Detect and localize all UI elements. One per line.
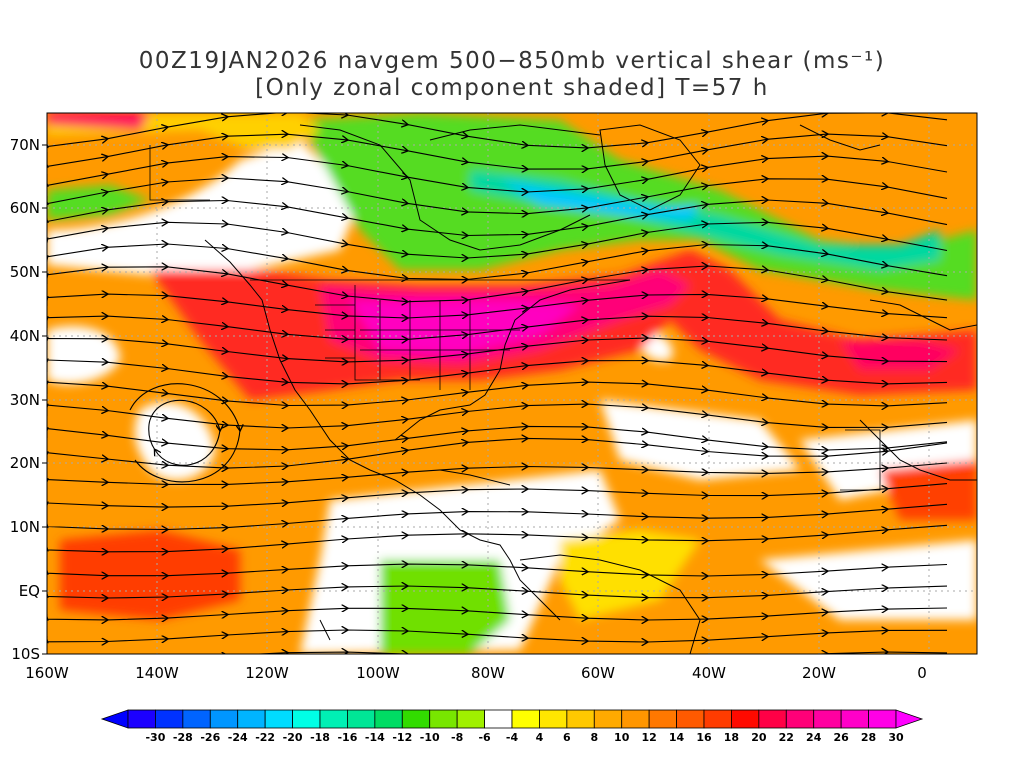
colorbar-label: 24 (806, 731, 822, 744)
colorbar-label: -28 (173, 731, 193, 744)
colorbar-swatch (182, 709, 211, 729)
colorbar-swatch (785, 709, 815, 729)
lon-label: 160W (25, 664, 69, 682)
colorbar-label: -24 (228, 731, 248, 744)
streamline (47, 462, 948, 484)
colorbar-label: -20 (283, 731, 303, 744)
colorbar-swatch (401, 709, 431, 729)
colorbar-swatch (292, 709, 321, 729)
lat-label: 70N (10, 136, 40, 154)
colorbar-label: 12 (641, 731, 656, 744)
colorbar-label: 6 (563, 731, 571, 744)
colorbar-label: 26 (833, 731, 849, 744)
colorbar-label: -26 (200, 731, 220, 744)
colorbar-label: -4 (506, 731, 519, 744)
streamline (47, 564, 948, 576)
colorbar-swatch (676, 709, 705, 729)
colorbar-label: -18 (310, 731, 330, 744)
colorbar-swatch (813, 709, 842, 729)
colorbar-swatch (264, 709, 293, 729)
colorbar-swatch (511, 709, 540, 729)
colorbar-label: 20 (751, 731, 767, 744)
lon-label: 40W (692, 664, 726, 682)
colorbar-swatch (155, 709, 184, 729)
lon-label: 140W (135, 664, 179, 682)
colorbar-label: 8 (590, 731, 598, 744)
streamline (148, 399, 220, 466)
streamline (47, 586, 948, 598)
streamline (129, 383, 240, 483)
colorbar-label: 14 (669, 731, 685, 744)
lat-label: 10N (10, 518, 40, 536)
colorbar-swatch (456, 709, 485, 729)
colorbar-label: 22 (779, 731, 794, 744)
map-title-line2: [Only zonal component shaded] T=57 h (255, 75, 769, 101)
lon-label: 120W (245, 664, 289, 682)
colorbar-label: -6 (478, 731, 491, 744)
colorbar-label: -22 (255, 731, 275, 744)
colorbar-label: 30 (888, 731, 904, 744)
colorbar-swatch (484, 709, 513, 729)
colorbar-label: -10 (420, 731, 440, 744)
latitude-labels: 70N 60N 50N 40N 30N 20N 10N EQ 10S (10, 136, 47, 663)
colorbar: -30 -28 -26 -24 -22 -20 -18 -16 -14 -12 -10 -8 -6 -4 4… (100, 709, 924, 744)
colorbar-label: 16 (696, 731, 712, 744)
colorbar-label: -14 (365, 731, 385, 744)
colorbar-swatch (209, 709, 239, 729)
lon-label: 0 (917, 664, 927, 682)
colorbar-swatch (429, 709, 458, 729)
colorbar-swatch (539, 709, 568, 729)
lat-label: 20N (10, 454, 40, 472)
lat-label: 50N (10, 263, 40, 281)
lat-label: 60N (10, 199, 40, 217)
lat-label: 30N (10, 391, 40, 409)
colorbar-label: -8 (451, 731, 463, 744)
colorbar-label: 28 (861, 731, 876, 744)
streamline (47, 608, 948, 620)
colorbar-label: -16 (337, 731, 357, 744)
streamline (47, 338, 948, 362)
colorbar-swatch (593, 709, 623, 729)
colorbar-swatch (374, 709, 403, 729)
streamline (47, 360, 948, 384)
colorbar-swatch (648, 709, 677, 729)
lon-label: 60W (581, 664, 615, 682)
colorbar-label: 4 (536, 731, 544, 744)
colorbar-swatch (347, 709, 376, 729)
colorbar-swatch (731, 709, 760, 729)
colorbar-label: 10 (614, 731, 630, 744)
colorbar-swatch (127, 709, 156, 729)
streamline (47, 382, 948, 406)
colorbar-swatch (621, 709, 650, 729)
colorbar-swatch (566, 709, 595, 729)
longitude-labels: 160W 140W 120W 100W 80W 60W 40W 20W 0 (25, 664, 927, 682)
streamline (47, 630, 948, 642)
colorbar-swatch (703, 709, 732, 729)
colorbar-label: -12 (392, 731, 412, 744)
colorbar-label: 18 (724, 731, 739, 744)
colorbar-swatch (840, 709, 869, 729)
streamline (47, 524, 948, 552)
map-frame (46, 112, 978, 655)
colorbar-over-triangle (895, 709, 924, 729)
streamlines (47, 113, 948, 654)
colorbar-under-triangle (100, 709, 129, 729)
colorbar-label: -30 (145, 731, 165, 744)
lon-label: 100W (356, 664, 400, 682)
colorbar-swatch (758, 709, 787, 729)
lat-label: 10S (11, 645, 40, 663)
colorbar-swatch (319, 709, 348, 729)
lon-label: 80W (471, 664, 505, 682)
shading-field (47, 113, 977, 654)
lon-label: 20W (802, 664, 836, 682)
lat-label: 40N (10, 327, 40, 345)
colorbar-swatch (237, 709, 266, 729)
lat-label: EQ (19, 582, 40, 600)
colorbar-swatch (868, 709, 897, 729)
map-title-line1: 00Z19JAN2026 navgem 500−850mb vertical s… (138, 48, 886, 74)
